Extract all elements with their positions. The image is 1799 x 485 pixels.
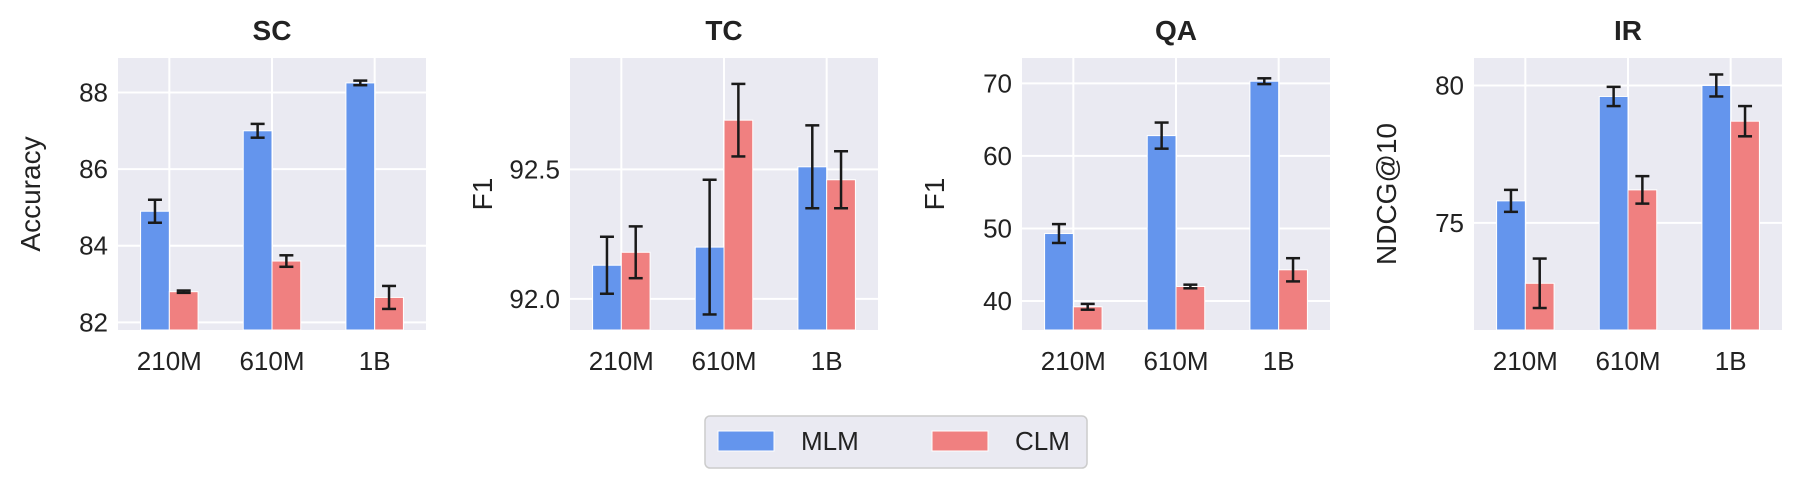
bar-clm-610m (1175, 285, 1206, 331)
bar-mlm-610m (1146, 135, 1177, 331)
bar-mlm-610m (242, 130, 273, 331)
x-tick-label: 1B (811, 346, 843, 376)
panel-title: TC (705, 15, 742, 46)
y-axis-label: F1 (919, 178, 950, 211)
legend-label-clm: CLM (1015, 426, 1070, 456)
panel-title: SC (253, 15, 292, 46)
bar-clm-210m (168, 291, 199, 331)
x-tick-label: 1B (359, 346, 391, 376)
y-tick-label: 60 (983, 141, 1012, 171)
x-tick-label: 1B (1715, 346, 1747, 376)
x-tick-label: 610M (691, 346, 756, 376)
y-tick-label: 40 (983, 286, 1012, 316)
x-tick-label: 610M (1595, 346, 1660, 376)
bar-mlm-1b (1249, 80, 1280, 331)
bar-mlm-1b (345, 82, 376, 331)
y-axis-label: F1 (467, 178, 498, 211)
y-tick-label: 70 (983, 68, 1012, 98)
bar-clm-610m (1627, 189, 1658, 331)
y-tick-label: 82 (79, 307, 108, 337)
chart-panel-sc: 82 84 86 88 210M 610M 1B SC Accuracy (15, 15, 426, 376)
y-tick-label: 75 (1435, 208, 1464, 238)
panel-title: IR (1614, 15, 1642, 46)
x-tick-label: 1B (1263, 346, 1295, 376)
x-tick-label: 210M (137, 346, 202, 376)
x-tick-label: 610M (1143, 346, 1208, 376)
panel-title: QA (1155, 15, 1197, 46)
bar-mlm-210m (140, 210, 170, 331)
y-tick-label: 92.0 (509, 284, 560, 314)
y-axis-label: Accuracy (15, 136, 46, 251)
legend-swatch-mlm (717, 430, 775, 452)
y-tick-label: 84 (79, 231, 108, 261)
chart-panels: 82 84 86 88 210M 610M 1B SC Accuracy 92.0 92.5 210M… (15, 15, 1782, 376)
y-tick-label: 86 (79, 154, 108, 184)
bar-mlm-210m (592, 264, 622, 331)
chart-panel-ir: 75 80 210M 610M 1B IR NDCG@10 (1371, 15, 1782, 376)
y-tick-label: 80 (1435, 70, 1464, 100)
bar-mlm-210m (1496, 200, 1526, 331)
legend-frame (704, 415, 1088, 469)
bar-mlm-210m (1044, 233, 1074, 331)
chart-panel-qa: 40 50 60 70 210M 610M 1B QA F1 (919, 15, 1330, 376)
y-tick-label: 92.5 (509, 154, 560, 184)
chart-panel-tc: 92.0 92.5 210M 610M 1B TC F1 (467, 15, 878, 376)
bar-mlm-1b (1701, 84, 1732, 331)
y-tick-label: 88 (79, 77, 108, 107)
bar-clm-610m (271, 260, 302, 331)
y-axis-label: NDCG@10 (1371, 123, 1402, 265)
x-tick-label: 210M (1493, 346, 1558, 376)
bar-mlm-610m (1598, 95, 1629, 331)
legend: MLM CLM (704, 415, 1088, 469)
legend-label-mlm: MLM (801, 426, 859, 456)
x-tick-label: 210M (1041, 346, 1106, 376)
y-tick-label: 50 (983, 213, 1012, 243)
x-tick-label: 610M (239, 346, 304, 376)
legend-swatch-clm (931, 430, 989, 452)
x-tick-label: 210M (589, 346, 654, 376)
bar-clm-1b (1730, 120, 1760, 331)
